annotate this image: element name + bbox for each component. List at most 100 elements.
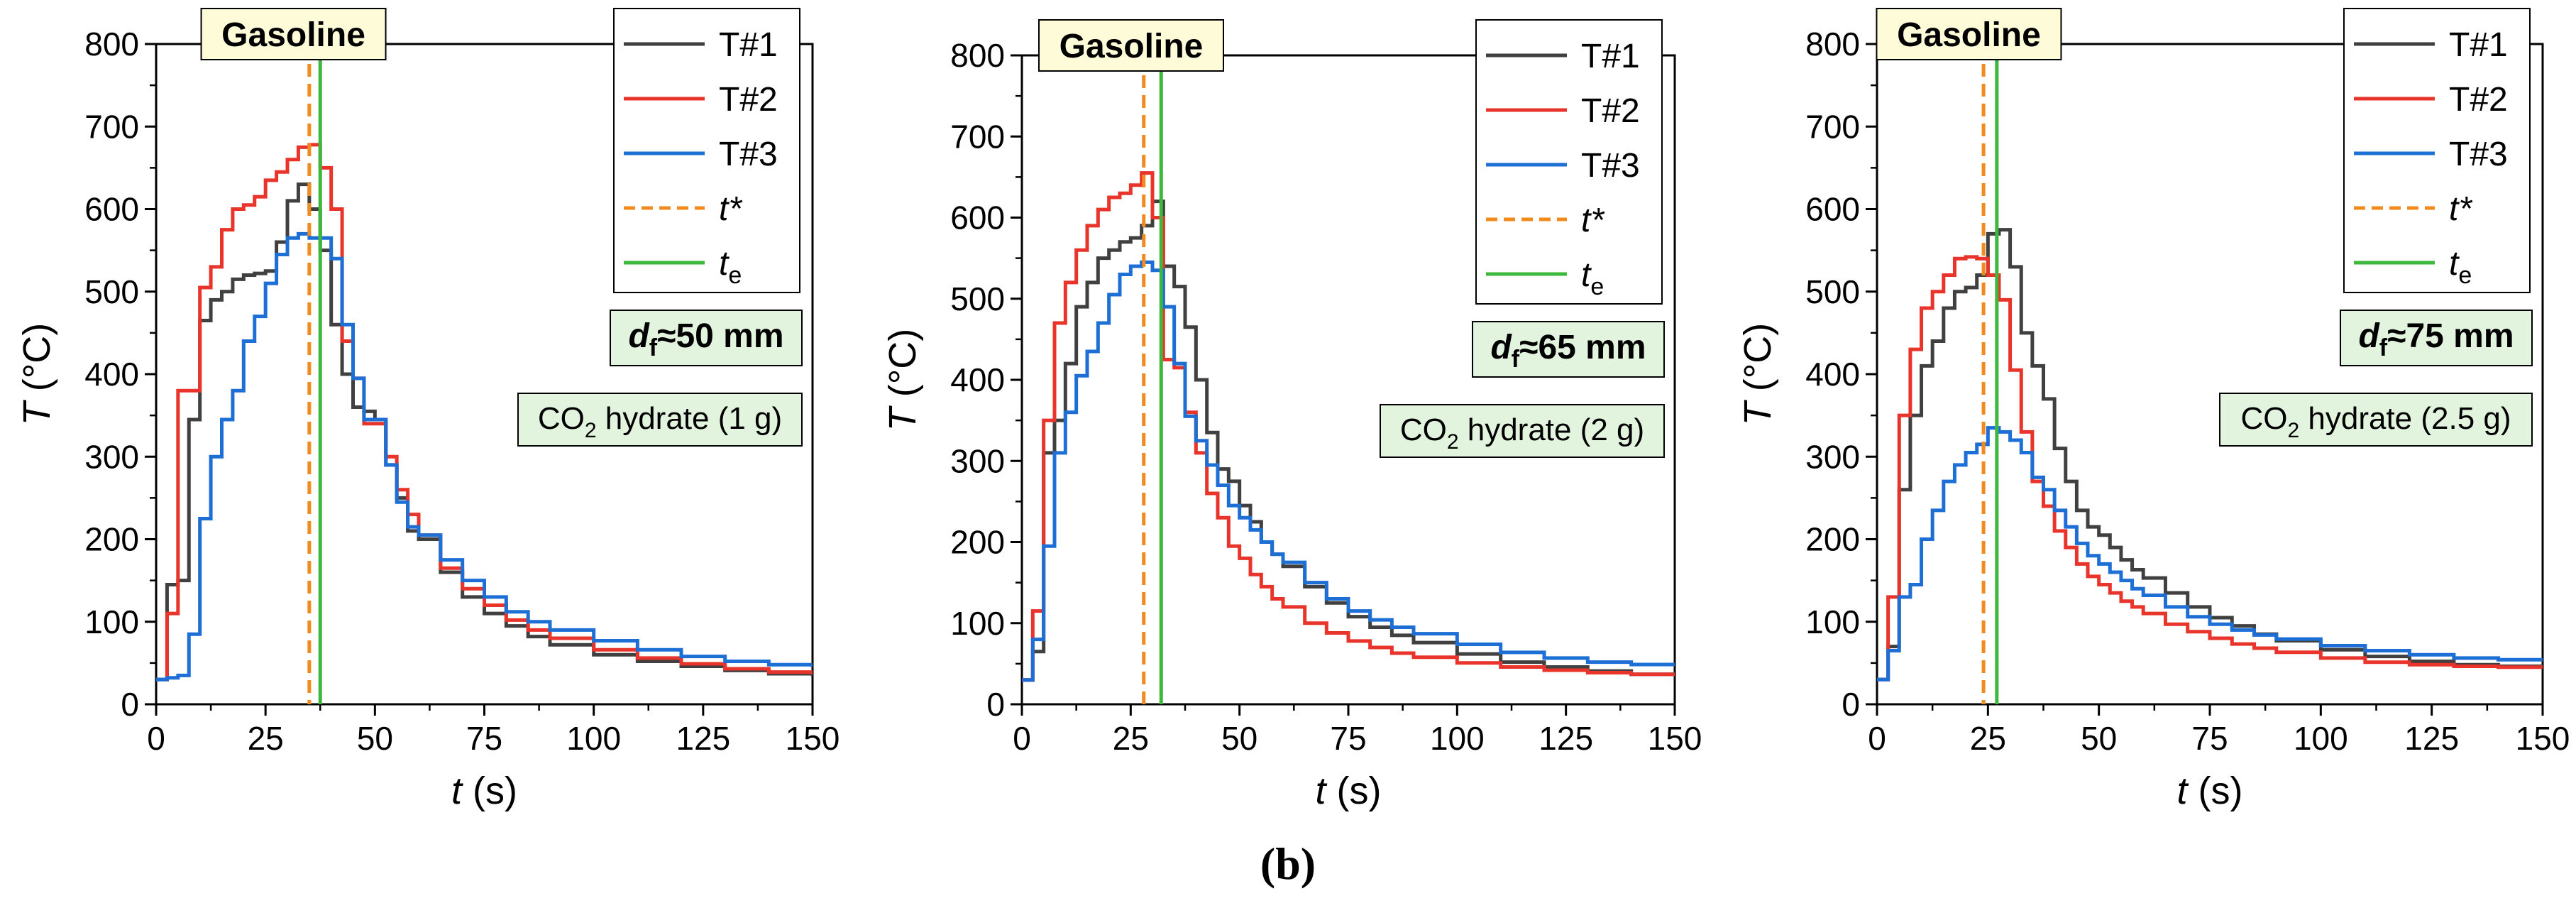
legend-box <box>613 8 800 293</box>
legend-subscript: e <box>1590 273 1604 300</box>
diameter-label-text: df≈50 mm <box>628 317 783 361</box>
legend-label: t* <box>2449 190 2472 228</box>
fuel-label-box <box>1038 19 1224 72</box>
legend-item: T#1 <box>1486 38 1640 75</box>
figure-caption: (b) <box>1260 838 1316 889</box>
legend-label: te <box>2449 245 2472 289</box>
x-axis-unit: (s) <box>2188 770 2243 812</box>
x-axis-title: t (s) <box>451 770 517 812</box>
legend-item: T#3 <box>624 136 778 173</box>
legend-item: te <box>624 245 742 289</box>
legend-box <box>1475 19 1663 305</box>
y-tick-label: 600 <box>1805 191 1860 228</box>
y-tick-label: 400 <box>950 361 1005 398</box>
y-tick-label: 0 <box>1842 686 1860 723</box>
x-tick-label: 0 <box>147 720 165 757</box>
legend-subscript: e <box>2458 262 2472 289</box>
x-tick-label: 100 <box>566 720 621 757</box>
y-tick-label: 400 <box>84 356 139 393</box>
y-tick-label: 200 <box>950 524 1005 561</box>
y-tick-label: 300 <box>1805 438 1860 475</box>
legend: T#1 T#2 T#3 t* te <box>2343 8 2531 293</box>
diameter-label: df≈75 mm <box>2340 310 2533 366</box>
series-line-t3 <box>156 231 813 682</box>
x-tick-label: 25 <box>1113 720 1149 757</box>
additive-label-text: CO2 hydrate (2.5 g) <box>2240 401 2511 442</box>
y-tick-label: 0 <box>986 686 1005 723</box>
x-tick-label: 75 <box>1330 720 1366 757</box>
y-axis-unit: (°C) <box>1736 323 1779 403</box>
legend-label: T#1 <box>719 26 778 64</box>
legend: T#1 T#2 T#3 t* te <box>613 8 800 293</box>
series-line-t1 <box>156 182 813 682</box>
y-axis-title: T (°C) <box>16 323 58 426</box>
series-line-t3 <box>1022 260 1675 682</box>
y-axis-symbol: T <box>16 399 58 425</box>
x-tick-label: 0 <box>1013 720 1031 757</box>
legend-item: T#2 <box>624 81 778 119</box>
legend-label: t* <box>1581 202 1605 239</box>
legend-item: T#2 <box>1486 92 1640 130</box>
y-axis-title: T (°C) <box>1736 323 1779 426</box>
diameter-label: df≈65 mm <box>1472 321 1665 378</box>
y-tick-label: 800 <box>84 26 139 62</box>
chart-panel-3: 0 25 50 75 100 125 150 0 100 200 300 400 500 600 700 80… <box>1736 8 2570 812</box>
x-tick-label: 75 <box>466 720 502 757</box>
x-tick-label: 0 <box>1868 720 1886 757</box>
legend-item: T#1 <box>2354 26 2508 64</box>
additive-label: CO2 hydrate (2 g) <box>1380 404 1665 458</box>
legend-item: te <box>1486 256 1604 300</box>
x-tick-label: 25 <box>248 720 284 757</box>
fuel-label-text: Gasoline <box>1897 16 2041 54</box>
legend-item: T#3 <box>1486 147 1640 185</box>
x-tick-label: 125 <box>1539 720 1593 757</box>
x-tick-label: 150 <box>2516 720 2570 757</box>
x-axis-unit: (s) <box>1326 770 1382 812</box>
y-tick-label: 600 <box>84 191 139 228</box>
x-axis-title: t (s) <box>2177 770 2243 812</box>
series-line-t1 <box>1877 228 2543 682</box>
diameter-label-box <box>1472 321 1665 378</box>
additive-label: CO2 hydrate (1 g) <box>517 393 803 447</box>
y-tick-label: 300 <box>950 442 1005 479</box>
y-tick-label: 100 <box>84 603 139 640</box>
y-tick-label: 800 <box>950 37 1005 74</box>
x-axis-title: t (s) <box>1316 770 1382 812</box>
y-tick-label: 500 <box>1805 273 1860 310</box>
x-tick-label: 125 <box>676 720 730 757</box>
additive-label-box <box>2219 393 2533 447</box>
x-axis-symbol: t <box>2177 770 2189 812</box>
legend-label: T#2 <box>1581 92 1640 130</box>
legend-label: T#3 <box>2449 136 2508 173</box>
additive-label-text: CO2 hydrate (1 g) <box>538 401 782 442</box>
y-tick-label: 200 <box>84 521 139 558</box>
x-axis-unit: (s) <box>462 770 517 812</box>
fuel-label-box <box>200 8 387 60</box>
diameter-label-box <box>610 310 803 366</box>
y-tick-label: 100 <box>950 605 1005 642</box>
x-tick-label: 150 <box>786 720 840 757</box>
legend-item: t* <box>2354 190 2472 228</box>
legend-label: T#1 <box>2449 26 2508 64</box>
legend-item: t* <box>1486 202 1605 239</box>
y-tick-label: 100 <box>1805 603 1860 640</box>
legend-label: T#3 <box>719 136 778 173</box>
x-tick-label: 50 <box>357 720 393 757</box>
fuel-label: Gasoline <box>1876 8 2062 60</box>
y-tick-label: 700 <box>84 108 139 145</box>
fuel-label-text: Gasoline <box>1059 28 1204 65</box>
series-line-t2 <box>1022 171 1675 682</box>
y-tick-label: 500 <box>84 273 139 310</box>
additive-label-box <box>517 393 803 447</box>
fuel-label: Gasoline <box>1038 19 1224 72</box>
y-axis-title: T (°C) <box>881 329 924 432</box>
legend-item: T#3 <box>2354 136 2508 173</box>
y-axis-unit: (°C) <box>881 329 924 408</box>
legend-box <box>2343 8 2531 293</box>
x-tick-label: 150 <box>1648 720 1702 757</box>
fuel-label-box <box>1876 8 2062 60</box>
y-tick-label: 200 <box>1805 521 1860 558</box>
legend-item: T#2 <box>2354 81 2508 119</box>
legend-label: T#2 <box>719 81 778 119</box>
